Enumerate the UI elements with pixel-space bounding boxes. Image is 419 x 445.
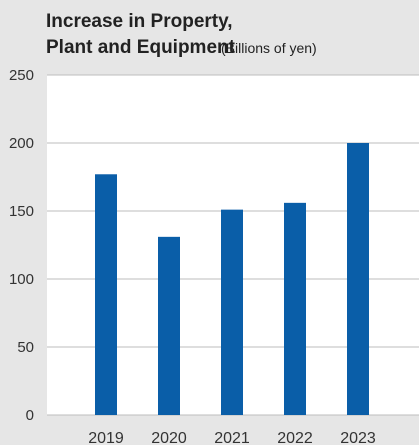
- chart-title-line1: Increase in Property,: [46, 11, 233, 32]
- chart-title-line2: Plant and Equipment: [46, 37, 236, 58]
- x-axis-ticks: 2019 2020 2021 2022 2023: [88, 430, 376, 445]
- x-tick-label: 2022: [277, 430, 313, 445]
- x-tick-label: 2019: [88, 430, 124, 445]
- x-tick-label: 2021: [214, 430, 250, 445]
- bar-2021: [221, 209, 243, 415]
- x-tick-label: 2023: [340, 430, 376, 445]
- bar-2023: [347, 143, 369, 415]
- y-tick-label: 200: [9, 135, 34, 152]
- y-tick-label: 100: [9, 271, 34, 288]
- chart-unit-label: (Billions of yen): [221, 40, 317, 56]
- x-tick-label: 2020: [151, 430, 187, 445]
- y-tick-label: 50: [17, 339, 34, 356]
- y-tick-label: 0: [26, 407, 34, 424]
- y-tick-label: 150: [9, 203, 34, 220]
- bars: [95, 143, 369, 415]
- bar-2019: [95, 174, 117, 415]
- y-tick-label: 250: [9, 67, 34, 84]
- bar-2022: [284, 202, 306, 415]
- y-axis-ticks: 0 50 100 150 200 250: [9, 67, 34, 424]
- bar-2020: [158, 236, 180, 415]
